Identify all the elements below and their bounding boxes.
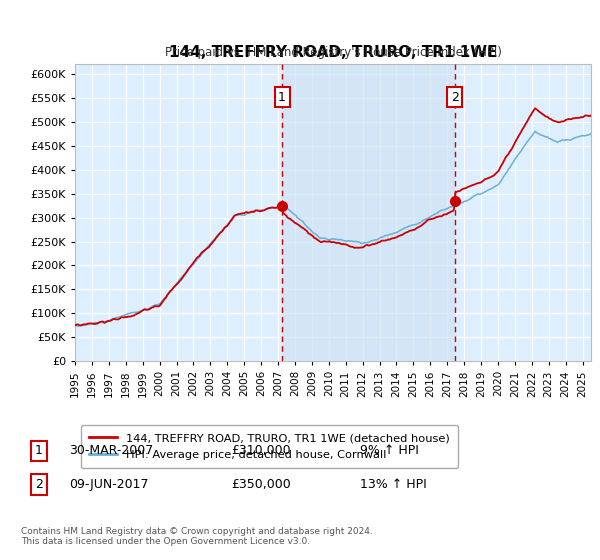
Text: Price paid vs. HM Land Registry's House Price Index (HPI): Price paid vs. HM Land Registry's House … [164, 46, 502, 59]
Text: 2: 2 [451, 91, 458, 104]
Text: 1: 1 [35, 444, 43, 458]
Text: 9% ↑ HPI: 9% ↑ HPI [360, 444, 419, 458]
Text: 2: 2 [35, 478, 43, 491]
Bar [282, 64, 455, 361]
Legend: 144, TREFFRY ROAD, TRURO, TR1 1WE (detached house), HPI: Average price, detached: 144, TREFFRY ROAD, TRURO, TR1 1WE (detac… [80, 425, 458, 468]
Text: Contains HM Land Registry data © Crown copyright and database right 2024.
This d: Contains HM Land Registry data © Crown c… [21, 526, 373, 546]
Text: £350,000: £350,000 [231, 478, 291, 491]
Title: 144, TREFFRY ROAD, TRURO, TR1 1WE: 144, TREFFRY ROAD, TRURO, TR1 1WE [169, 45, 497, 60]
Text: 09-JUN-2017: 09-JUN-2017 [69, 478, 149, 491]
Text: 13% ↑ HPI: 13% ↑ HPI [360, 478, 427, 491]
Text: 1: 1 [278, 91, 286, 104]
Text: 30-MAR-2007: 30-MAR-2007 [69, 444, 153, 458]
Text: £310,000: £310,000 [231, 444, 290, 458]
